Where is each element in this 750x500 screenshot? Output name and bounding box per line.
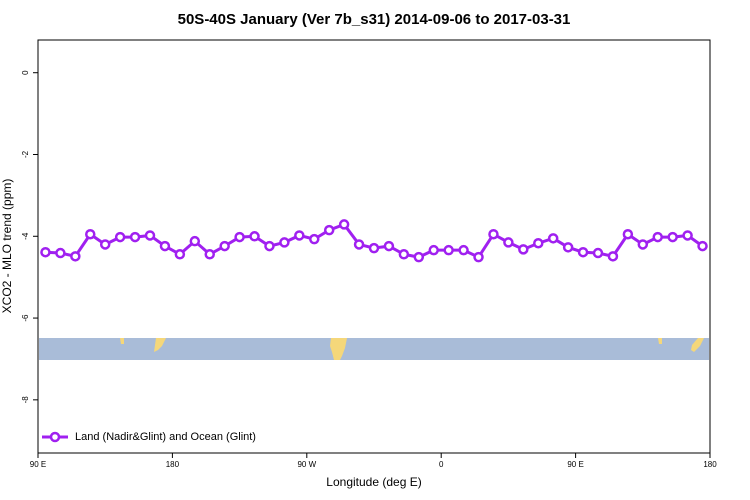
point [413,251,425,263]
point [323,224,335,236]
point [458,244,469,256]
x-tick-label: 90 W [297,460,316,469]
point [40,246,51,258]
plot-frame [37,39,711,454]
point [159,240,171,252]
point [488,228,499,240]
point [294,230,305,241]
legend-label: Land (Nadir&Glint) and Ocean (Glint) [75,431,256,443]
x-tick-label: 180 [166,460,180,469]
point [279,237,290,248]
point [99,239,111,250]
point [85,228,96,240]
y-tick-label: -4 [21,232,30,240]
point [204,249,215,260]
x-tick-label: 0 [439,460,444,469]
point [577,246,589,258]
point [55,247,66,259]
y-tick-label: -2 [21,150,30,158]
point [503,237,514,248]
point [622,228,634,240]
point [637,239,649,250]
point [353,239,365,250]
y-tick-label: -8 [21,396,30,404]
point [234,231,245,243]
y-axis-label: XCO2 - MLO trend (ppm) [0,179,14,314]
x-axis-label: Longitude (deg E) [326,475,421,489]
point [368,242,380,254]
point [592,247,604,259]
point [518,244,529,255]
point [219,240,230,252]
point [547,233,559,244]
point [562,242,574,253]
point [249,231,260,242]
point [144,230,156,241]
point [338,219,350,230]
point [667,231,678,243]
point [533,237,544,249]
ocean-band [39,338,709,360]
point [114,231,126,243]
point [383,240,395,252]
y-tick-label: 0 [21,70,30,75]
x-tick-label: 90 E [30,460,46,469]
point [473,251,484,263]
point [443,244,454,256]
point [607,251,619,262]
point [264,240,275,252]
point [652,231,663,243]
legend: Land (Nadir&Glint) and Ocean (Glint) [42,431,256,443]
point [70,251,81,262]
point [174,249,186,260]
chart-title: 50S-40S January (Ver 7b_s31) 2014-09-06 … [178,11,571,28]
point [189,235,201,247]
x-tick-label: 90 E [567,460,583,469]
point [428,244,439,256]
x-tick-label: 180 [703,460,717,469]
land-ocean-band [39,338,709,360]
point [309,233,320,245]
y-tick-label: -6 [21,314,30,322]
legend-marker [49,431,61,443]
point [129,231,141,243]
point [682,230,693,241]
point [697,240,708,252]
point [398,249,410,260]
